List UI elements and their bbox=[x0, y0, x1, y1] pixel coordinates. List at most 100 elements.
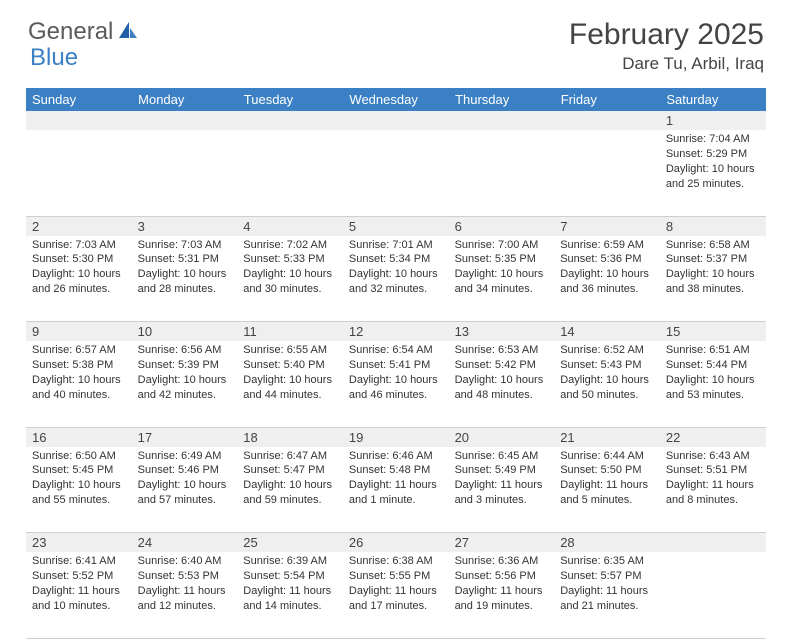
day-number-cell: 26 bbox=[343, 533, 449, 553]
day-number-cell bbox=[554, 111, 660, 130]
sunrise-text: Sunrise: 6:46 AM bbox=[349, 449, 443, 464]
day-detail: Sunrise: 6:46 AMSunset: 5:48 PMDaylight:… bbox=[343, 447, 449, 512]
day-number: 14 bbox=[554, 322, 660, 341]
month-title: February 2025 bbox=[569, 18, 764, 52]
day-body-cell: Sunrise: 6:56 AMSunset: 5:39 PMDaylight:… bbox=[132, 341, 238, 427]
day-number: 28 bbox=[554, 533, 660, 552]
sunrise-text: Sunrise: 6:57 AM bbox=[32, 343, 126, 358]
sunrise-text: Sunrise: 7:01 AM bbox=[349, 238, 443, 253]
day-body-cell: Sunrise: 6:44 AMSunset: 5:50 PMDaylight:… bbox=[554, 447, 660, 533]
sunrise-text: Sunrise: 6:58 AM bbox=[666, 238, 760, 253]
day-detail: Sunrise: 6:51 AMSunset: 5:44 PMDaylight:… bbox=[660, 341, 766, 406]
day-body-cell: Sunrise: 6:47 AMSunset: 5:47 PMDaylight:… bbox=[237, 447, 343, 533]
sunrise-text: Sunrise: 6:53 AM bbox=[455, 343, 549, 358]
sunrise-text: Sunrise: 6:56 AM bbox=[138, 343, 232, 358]
day-detail: Sunrise: 6:55 AMSunset: 5:40 PMDaylight:… bbox=[237, 341, 343, 406]
sunset-text: Sunset: 5:30 PM bbox=[32, 252, 126, 267]
daylight-text: Daylight: 11 hours and 12 minutes. bbox=[138, 584, 232, 614]
day-number-cell: 21 bbox=[554, 427, 660, 447]
day-number-cell: 23 bbox=[26, 533, 132, 553]
day-number-cell: 9 bbox=[26, 322, 132, 342]
day-number-cell: 2 bbox=[26, 216, 132, 236]
daynum-row: 2345678 bbox=[26, 216, 766, 236]
day-body-cell bbox=[554, 130, 660, 216]
day-number: 21 bbox=[554, 428, 660, 447]
day-body-cell bbox=[132, 130, 238, 216]
sunset-text: Sunset: 5:57 PM bbox=[560, 569, 654, 584]
sunrise-text: Sunrise: 6:50 AM bbox=[32, 449, 126, 464]
day-body-cell: Sunrise: 6:45 AMSunset: 5:49 PMDaylight:… bbox=[449, 447, 555, 533]
sunrise-text: Sunrise: 6:35 AM bbox=[560, 554, 654, 569]
daylight-text: Daylight: 10 hours and 50 minutes. bbox=[560, 373, 654, 403]
col-tuesday: Tuesday bbox=[237, 88, 343, 111]
day-body-cell: Sunrise: 6:52 AMSunset: 5:43 PMDaylight:… bbox=[554, 341, 660, 427]
day-number: 7 bbox=[554, 217, 660, 236]
day-number: 13 bbox=[449, 322, 555, 341]
day-number-cell bbox=[237, 111, 343, 130]
day-body-cell: Sunrise: 6:54 AMSunset: 5:41 PMDaylight:… bbox=[343, 341, 449, 427]
sunrise-text: Sunrise: 6:55 AM bbox=[243, 343, 337, 358]
title-block: February 2025 Dare Tu, Arbil, Iraq bbox=[569, 18, 764, 74]
col-monday: Monday bbox=[132, 88, 238, 111]
day-number-cell bbox=[26, 111, 132, 130]
sunset-text: Sunset: 5:54 PM bbox=[243, 569, 337, 584]
day-number-cell: 6 bbox=[449, 216, 555, 236]
daylight-text: Daylight: 10 hours and 59 minutes. bbox=[243, 478, 337, 508]
day-body-cell: Sunrise: 6:39 AMSunset: 5:54 PMDaylight:… bbox=[237, 552, 343, 638]
day-number-cell: 8 bbox=[660, 216, 766, 236]
daylight-text: Daylight: 10 hours and 38 minutes. bbox=[666, 267, 760, 297]
day-number: 15 bbox=[660, 322, 766, 341]
col-thursday: Thursday bbox=[449, 88, 555, 111]
day-number-cell: 10 bbox=[132, 322, 238, 342]
day-body-cell: Sunrise: 6:46 AMSunset: 5:48 PMDaylight:… bbox=[343, 447, 449, 533]
sunset-text: Sunset: 5:33 PM bbox=[243, 252, 337, 267]
sunset-text: Sunset: 5:50 PM bbox=[560, 463, 654, 478]
day-number: 5 bbox=[343, 217, 449, 236]
day-number: 27 bbox=[449, 533, 555, 552]
location-label: Dare Tu, Arbil, Iraq bbox=[569, 54, 764, 74]
sunset-text: Sunset: 5:48 PM bbox=[349, 463, 443, 478]
day-number: 26 bbox=[343, 533, 449, 552]
day-number-cell: 27 bbox=[449, 533, 555, 553]
day-body-cell: Sunrise: 6:41 AMSunset: 5:52 PMDaylight:… bbox=[26, 552, 132, 638]
day-body-cell: Sunrise: 7:02 AMSunset: 5:33 PMDaylight:… bbox=[237, 236, 343, 322]
day-detail: Sunrise: 6:49 AMSunset: 5:46 PMDaylight:… bbox=[132, 447, 238, 512]
day-number-cell: 24 bbox=[132, 533, 238, 553]
sunset-text: Sunset: 5:53 PM bbox=[138, 569, 232, 584]
sunset-text: Sunset: 5:34 PM bbox=[349, 252, 443, 267]
day-body-cell: Sunrise: 6:53 AMSunset: 5:42 PMDaylight:… bbox=[449, 341, 555, 427]
day-number: 6 bbox=[449, 217, 555, 236]
day-number: 9 bbox=[26, 322, 132, 341]
daylight-text: Daylight: 11 hours and 17 minutes. bbox=[349, 584, 443, 614]
day-detail: Sunrise: 6:52 AMSunset: 5:43 PMDaylight:… bbox=[554, 341, 660, 406]
daylight-text: Daylight: 10 hours and 46 minutes. bbox=[349, 373, 443, 403]
col-friday: Friday bbox=[554, 88, 660, 111]
week-row: Sunrise: 6:41 AMSunset: 5:52 PMDaylight:… bbox=[26, 552, 766, 638]
day-number: 20 bbox=[449, 428, 555, 447]
day-number: 17 bbox=[132, 428, 238, 447]
sunrise-text: Sunrise: 6:39 AM bbox=[243, 554, 337, 569]
sunrise-text: Sunrise: 6:45 AM bbox=[455, 449, 549, 464]
daylight-text: Daylight: 10 hours and 28 minutes. bbox=[138, 267, 232, 297]
sunset-text: Sunset: 5:47 PM bbox=[243, 463, 337, 478]
day-number: 8 bbox=[660, 217, 766, 236]
daylight-text: Daylight: 11 hours and 19 minutes. bbox=[455, 584, 549, 614]
day-number-cell: 13 bbox=[449, 322, 555, 342]
day-number: 16 bbox=[26, 428, 132, 447]
sunrise-text: Sunrise: 6:43 AM bbox=[666, 449, 760, 464]
day-detail: Sunrise: 6:36 AMSunset: 5:56 PMDaylight:… bbox=[449, 552, 555, 617]
col-wednesday: Wednesday bbox=[343, 88, 449, 111]
day-number: 24 bbox=[132, 533, 238, 552]
sunrise-text: Sunrise: 6:52 AM bbox=[560, 343, 654, 358]
daynum-row: 16171819202122 bbox=[26, 427, 766, 447]
daylight-text: Daylight: 10 hours and 34 minutes. bbox=[455, 267, 549, 297]
daylight-text: Daylight: 10 hours and 32 minutes. bbox=[349, 267, 443, 297]
daylight-text: Daylight: 10 hours and 44 minutes. bbox=[243, 373, 337, 403]
day-number-cell: 16 bbox=[26, 427, 132, 447]
sunset-text: Sunset: 5:36 PM bbox=[560, 252, 654, 267]
day-detail: Sunrise: 6:38 AMSunset: 5:55 PMDaylight:… bbox=[343, 552, 449, 617]
day-number: 4 bbox=[237, 217, 343, 236]
col-saturday: Saturday bbox=[660, 88, 766, 111]
day-detail: Sunrise: 6:53 AMSunset: 5:42 PMDaylight:… bbox=[449, 341, 555, 406]
sunset-text: Sunset: 5:42 PM bbox=[455, 358, 549, 373]
